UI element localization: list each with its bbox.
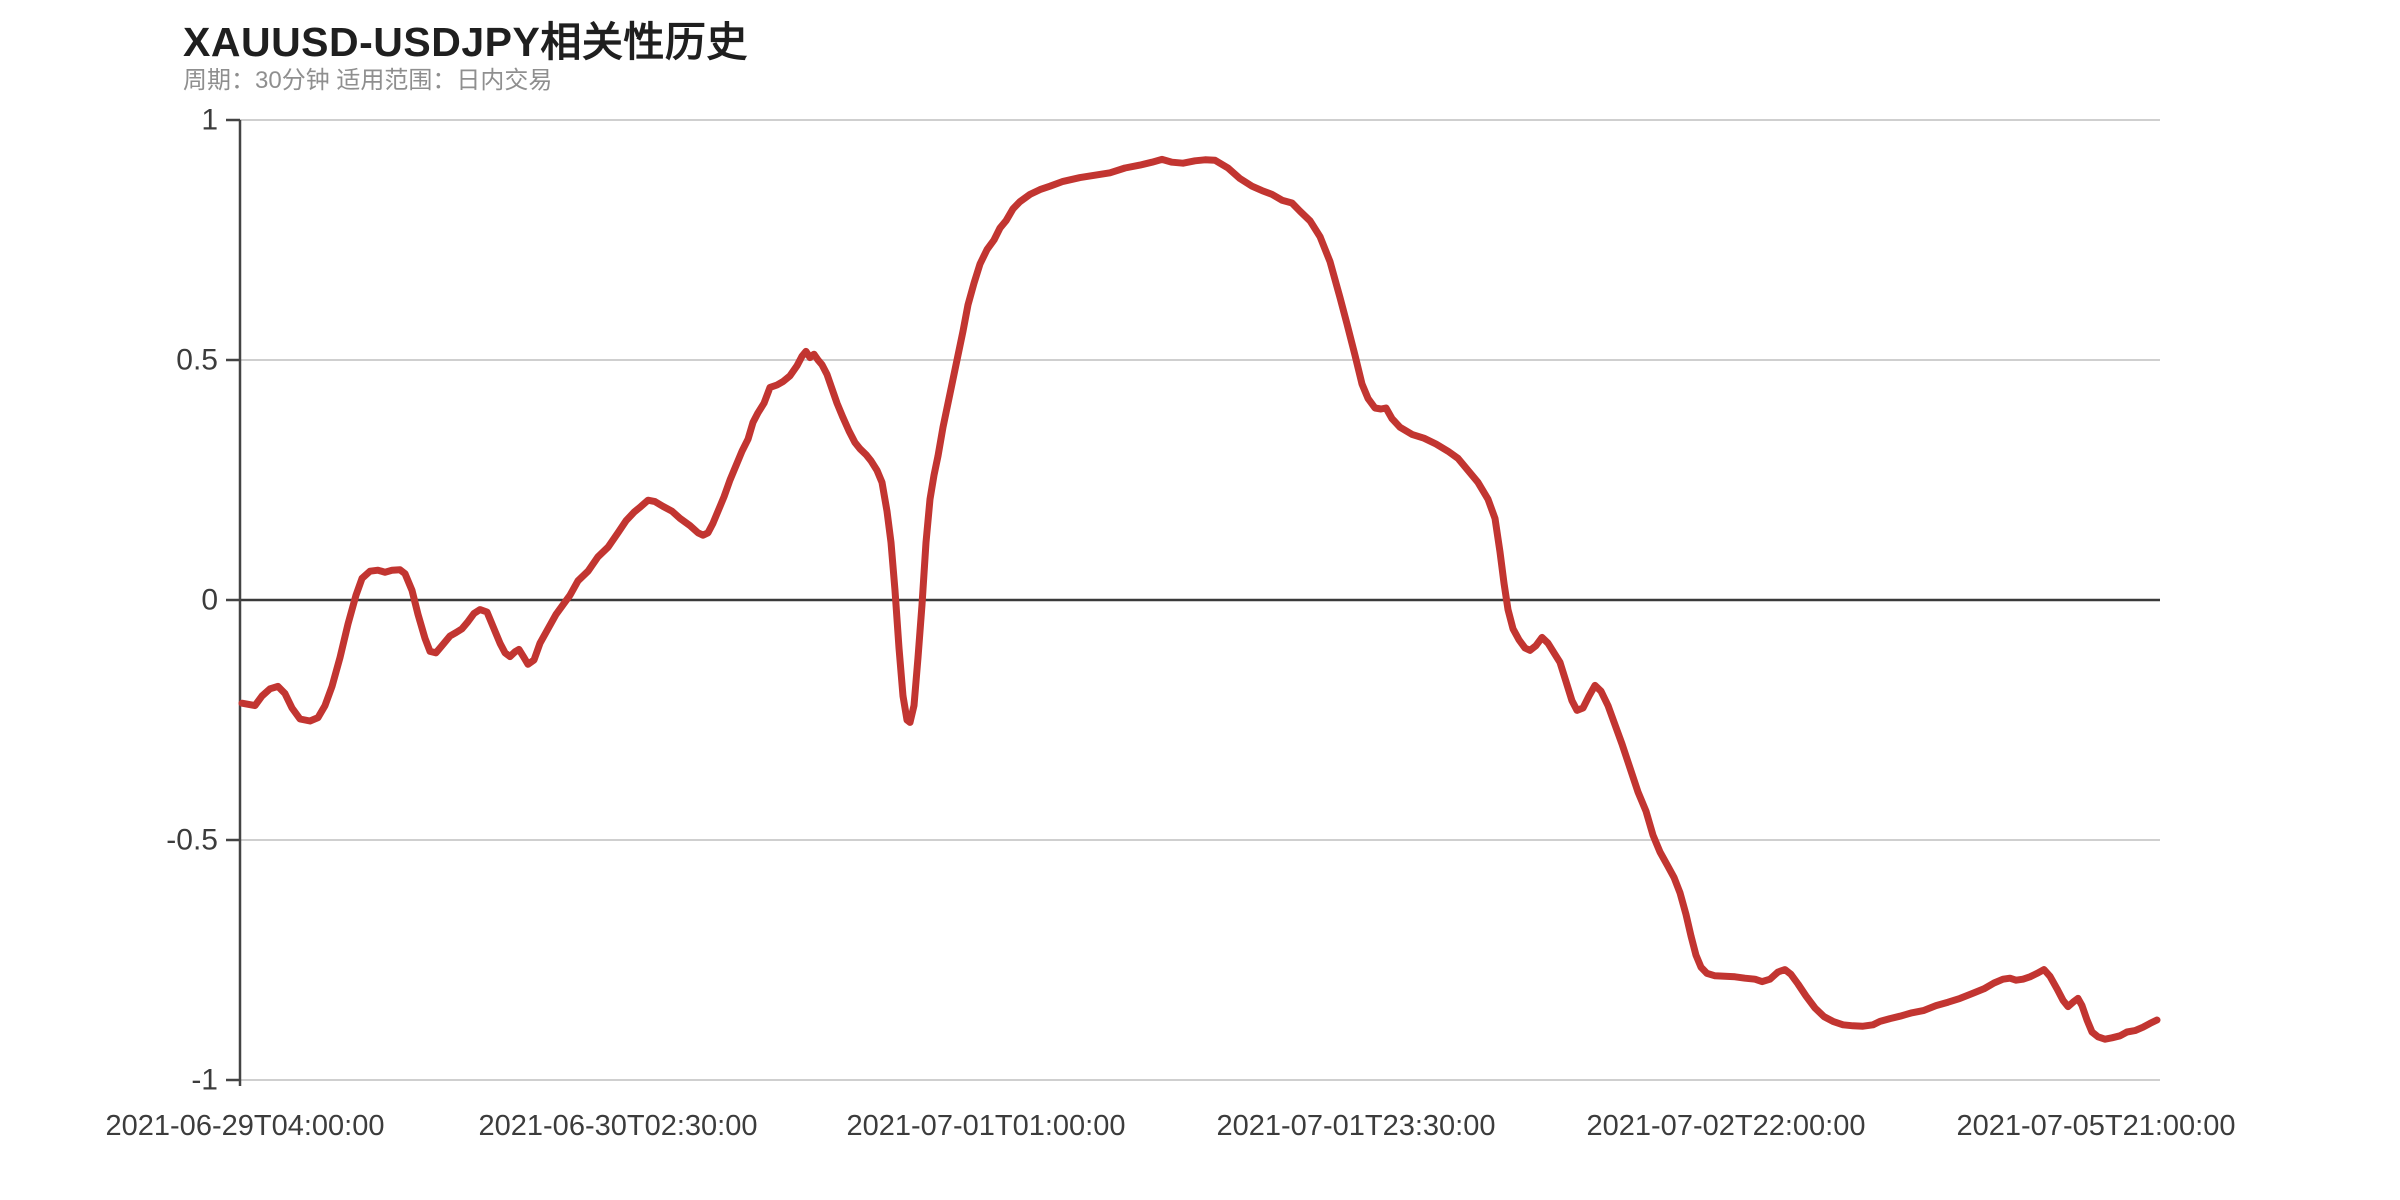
x-tick-label: 2021-06-30T02:30:00 <box>479 1110 758 1142</box>
y-tick-label: -0.5 <box>166 824 218 857</box>
y-tick-label: 0.5 <box>176 344 218 377</box>
chart-subtitle: 周期：30分钟 适用范围：日内交易 <box>183 67 553 94</box>
x-tick-label: 2021-07-05T21:00:00 <box>1957 1110 2236 1142</box>
chart-title: XAUUSD-USDJPY相关性历史 <box>183 19 748 65</box>
x-tick-label: 2021-06-29T04:00:00 <box>106 1110 385 1142</box>
x-tick-label: 2021-07-01T23:30:00 <box>1217 1110 1496 1142</box>
y-tick-label: -1 <box>191 1064 218 1097</box>
series-line <box>238 155 2161 1043</box>
y-tick-label: 0 <box>201 584 218 617</box>
y-tick-label: 1 <box>201 104 218 137</box>
x-tick-label: 2021-07-02T22:00:00 <box>1587 1110 1866 1142</box>
x-tick-label: 2021-07-01T01:00:00 <box>847 1110 1126 1142</box>
